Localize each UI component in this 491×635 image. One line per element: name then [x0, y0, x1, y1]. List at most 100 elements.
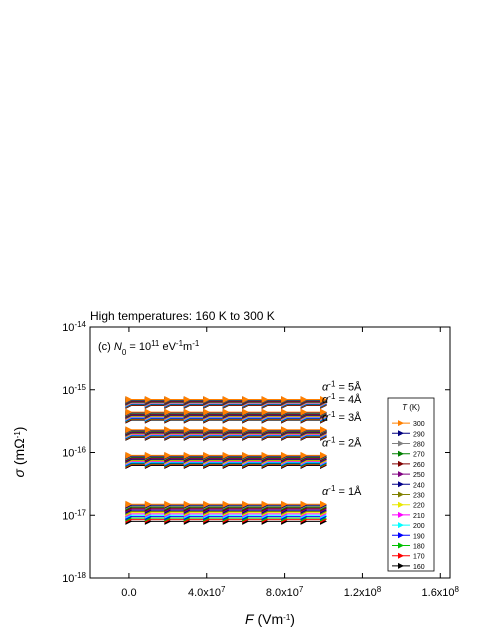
legend-marker: [398, 562, 404, 569]
legend-marker: [398, 522, 404, 529]
legend-marker: [398, 491, 404, 498]
text-part: -1: [176, 339, 184, 348]
text-part: 10: [62, 573, 74, 585]
text-part: -18: [74, 571, 86, 580]
data-point: [281, 500, 289, 508]
text-part: 8: [377, 585, 382, 594]
text-part: 8: [455, 585, 460, 594]
data-point: [183, 451, 191, 459]
text-part: -14: [74, 320, 86, 329]
data-point: [261, 500, 269, 508]
x-tick-label: 1.2x108: [344, 585, 382, 600]
x-tick-label: 0.0: [121, 587, 136, 599]
data-point: [125, 500, 133, 508]
data-point: [183, 426, 191, 434]
data-point: [300, 408, 308, 416]
y-tick-label: 10-18: [62, 571, 86, 586]
group-label: α-1 = 5Å: [322, 379, 362, 394]
text-part: 7: [299, 585, 304, 594]
data-point: [242, 408, 250, 416]
text-part: -1: [283, 613, 291, 622]
data-point: [300, 395, 308, 403]
data-point: [242, 426, 250, 434]
data-point: [144, 500, 152, 508]
text-part: = 3Å: [335, 411, 362, 424]
text-part: 11: [151, 339, 160, 348]
text-part: 0: [122, 348, 127, 357]
data-point: [300, 426, 308, 434]
text-part: σ: [11, 468, 27, 477]
legend-label: 180: [413, 544, 425, 551]
text-part: α: [322, 381, 329, 393]
group-label: α-1 = 3Å: [322, 409, 362, 424]
legend-label: 190: [413, 533, 425, 540]
legend-label: 270: [413, 452, 425, 459]
data-point: [164, 408, 172, 416]
text-part: 1.2x10: [344, 587, 377, 599]
data-point: [203, 426, 211, 434]
data-point: [222, 426, 230, 434]
text-part: = 10: [126, 341, 151, 353]
legend-label: 200: [413, 523, 425, 530]
y-tick-label: 10-16: [62, 445, 86, 460]
text-part: ): [290, 611, 295, 627]
data-point: [242, 500, 250, 508]
text-part: (c): [98, 341, 114, 353]
data-point: [144, 395, 152, 403]
text-part: α: [322, 394, 329, 406]
data-point: [164, 451, 172, 459]
data-point: [261, 426, 269, 434]
text-part: = 2Å: [335, 436, 362, 449]
data-point: [125, 451, 133, 459]
group-label: α-1 = 4Å: [322, 392, 362, 407]
legend-marker: [398, 501, 404, 508]
legend-marker: [398, 481, 404, 488]
y-axis-label: σ (mΩ-1): [11, 427, 27, 478]
data-point: [320, 500, 328, 508]
annotation: (c) N0 = 1011 eV-1m-1: [98, 339, 200, 357]
text-part: 7: [221, 585, 226, 594]
text-part: 10: [62, 322, 74, 334]
data-point: [183, 500, 191, 508]
text-part: 8.0x10: [266, 587, 299, 599]
legend-label: 260: [413, 462, 425, 469]
data-point: [183, 395, 191, 403]
text-part: 0.0: [121, 587, 136, 599]
data-point: [203, 451, 211, 459]
data-point: [222, 395, 230, 403]
text-part: N: [114, 341, 122, 353]
data-point: [144, 408, 152, 416]
data-point: [281, 426, 289, 434]
text-part: 4.0x10: [188, 587, 221, 599]
data-point: [164, 395, 172, 403]
text-part: α: [322, 486, 329, 498]
text-part: -1: [328, 484, 336, 493]
data-point: [222, 451, 230, 459]
y-tick-label: 10-14: [62, 320, 86, 335]
legend-marker: [398, 511, 404, 518]
data-point: [164, 500, 172, 508]
text-part: α: [322, 437, 329, 449]
text-part: -1: [13, 431, 22, 439]
data-point: [281, 395, 289, 403]
data-point: [125, 408, 133, 416]
y-tick-label: 10-17: [62, 508, 86, 523]
legend-label: 210: [413, 513, 425, 520]
data-point: [281, 408, 289, 416]
text-part: -15: [74, 382, 86, 391]
legend-marker: [398, 440, 404, 447]
text-part: 1.6x10: [422, 587, 455, 599]
legend-title: T (K): [402, 403, 420, 412]
text-part: = 5Å: [335, 380, 362, 393]
text-part: F: [245, 611, 255, 627]
data-point: [222, 408, 230, 416]
text-part: -1: [192, 339, 200, 348]
y-tick-label: 10-15: [62, 382, 86, 397]
data-point: [281, 451, 289, 459]
text-part: (K): [407, 403, 420, 412]
x-tick-label: 1.6x108: [422, 585, 460, 600]
text-part: (Vm: [254, 611, 284, 627]
legend-label: 170: [413, 554, 425, 561]
text-part: 10: [62, 448, 74, 460]
